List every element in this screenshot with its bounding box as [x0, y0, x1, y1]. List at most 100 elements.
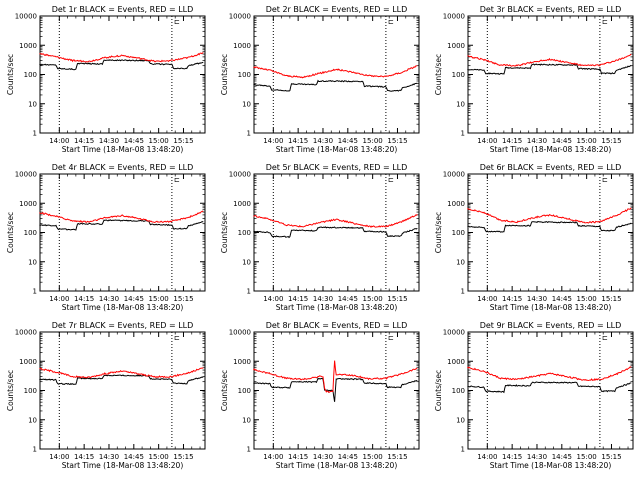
x-axis-label: Start Time (18-Mar-08 13:48:20): [490, 461, 612, 470]
top-marker-glyph: ⊏: [174, 176, 180, 184]
y-tick-label: 100: [238, 229, 251, 237]
x-tick-label: 14:15: [288, 137, 308, 145]
y-axis-label: Counts/sec: [434, 370, 443, 411]
y-tick-label: 100: [238, 387, 251, 395]
x-tick-label: 15:15: [387, 137, 407, 145]
y-axis-label: Counts/sec: [220, 212, 229, 253]
x-tick-label: 14:30: [527, 137, 547, 145]
x-tick-label: 15:00: [577, 137, 597, 145]
panel-det-7r: Det 7r BLACK = Events, RED = LLD ⊏ 1 10 100 1…: [6, 321, 206, 470]
panel-title: Det 5r BLACK = Events, RED = LLD: [266, 163, 408, 172]
x-tick-label: 14:15: [502, 453, 522, 461]
panel-det-9r: Det 9r BLACK = Events, RED = LLD ⊏ 1 10 100 1…: [434, 321, 634, 470]
x-tick-label: 14:30: [313, 453, 333, 461]
y-tick-label: 100: [238, 71, 251, 79]
y-tick-label: 1000: [447, 200, 465, 208]
plot-frame: [467, 173, 634, 292]
y-tick-label: 1000: [19, 200, 37, 208]
panel-title: Det 3r BLACK = Events, RED = LLD: [480, 5, 622, 14]
y-tick-label: 10: [242, 258, 251, 266]
y-tick-label: 10000: [443, 13, 465, 21]
y-tick-label: 10000: [443, 329, 465, 337]
x-tick-label: 14:00: [263, 137, 283, 145]
y-tick-label: 10: [28, 416, 37, 424]
panel-title: Det 9r BLACK = Events, RED = LLD: [480, 321, 622, 330]
x-axis-label: Start Time (18-Mar-08 13:48:20): [62, 461, 184, 470]
x-tick-label: 14:00: [477, 453, 497, 461]
y-axis-label: Counts/sec: [220, 370, 229, 411]
x-tick-label: 14:45: [124, 453, 144, 461]
x-tick-label: 14:15: [502, 295, 522, 303]
top-marker-glyph: ⊏: [602, 176, 608, 184]
y-tick-label: 10: [242, 416, 251, 424]
panel-det-3r: Det 3r BLACK = Events, RED = LLD ⊏ 1 10 100 1…: [434, 5, 634, 154]
y-tick-label: 100: [452, 387, 465, 395]
x-tick-label: 15:15: [173, 137, 193, 145]
x-axis-label: Start Time (18-Mar-08 13:48:20): [276, 145, 398, 154]
y-tick-label: 10000: [229, 171, 251, 179]
x-tick-label: 14:30: [313, 137, 333, 145]
panel-title: Det 7r BLACK = Events, RED = LLD: [52, 321, 194, 330]
y-tick-label: 100: [24, 71, 37, 79]
x-axis-label: Start Time (18-Mar-08 13:48:20): [62, 145, 184, 154]
x-tick-label: 15:15: [601, 453, 621, 461]
events-series-line: [39, 59, 204, 71]
y-tick-label: 100: [24, 387, 37, 395]
events-series-line: [253, 377, 418, 402]
x-tick-label: 15:15: [173, 295, 193, 303]
lld-series-line: [467, 53, 632, 67]
x-tick-label: 14:30: [313, 295, 333, 303]
x-tick-label: 15:15: [387, 295, 407, 303]
x-tick-label: 15:00: [149, 453, 169, 461]
y-tick-label: 1000: [447, 358, 465, 366]
events-series-line: [39, 219, 204, 231]
top-marker-glyph: ⊏: [602, 334, 608, 342]
x-tick-label: 14:00: [49, 295, 69, 303]
y-tick-label: 1: [247, 446, 251, 454]
y-axis-label: Counts/sec: [434, 54, 443, 95]
x-tick-label: 14:15: [74, 453, 94, 461]
y-axis-label: Counts/sec: [6, 370, 15, 411]
y-tick-label: 1: [247, 288, 251, 296]
lld-series-line: [467, 366, 632, 382]
y-tick-label: 1000: [233, 42, 251, 50]
x-tick-label: 14:30: [99, 453, 119, 461]
y-axis-label: Counts/sec: [6, 212, 15, 253]
panel-title: Det 8r BLACK = Events, RED = LLD: [266, 321, 408, 330]
x-tick-label: 14:15: [288, 295, 308, 303]
lld-series-line: [39, 367, 204, 379]
y-tick-label: 1: [33, 446, 37, 454]
top-marker-glyph: ⊏: [174, 334, 180, 342]
y-axis-label: Counts/sec: [434, 212, 443, 253]
x-tick-label: 14:45: [124, 295, 144, 303]
y-tick-label: 10000: [15, 171, 37, 179]
y-tick-label: 1: [33, 130, 37, 138]
x-tick-label: 14:45: [552, 137, 572, 145]
y-tick-label: 10: [28, 100, 37, 108]
x-tick-label: 15:00: [363, 137, 383, 145]
x-tick-label: 15:15: [387, 453, 407, 461]
x-tick-label: 14:30: [527, 453, 547, 461]
x-tick-label: 14:45: [338, 137, 358, 145]
x-tick-label: 14:00: [49, 137, 69, 145]
x-tick-label: 14:00: [477, 137, 497, 145]
lld-series-line: [253, 360, 418, 393]
x-tick-label: 15:00: [149, 295, 169, 303]
x-tick-label: 14:15: [502, 137, 522, 145]
y-tick-label: 10000: [229, 329, 251, 337]
x-tick-label: 15:15: [173, 453, 193, 461]
y-tick-label: 10: [242, 100, 251, 108]
plot-frame: [253, 331, 420, 450]
panel-det-2r: Det 2r BLACK = Events, RED = LLD ⊏ 1 10 100 1…: [220, 5, 420, 154]
x-tick-label: 14:30: [527, 295, 547, 303]
y-tick-label: 1000: [233, 200, 251, 208]
y-tick-label: 10000: [229, 13, 251, 21]
y-tick-label: 100: [24, 229, 37, 237]
x-tick-label: 14:45: [552, 295, 572, 303]
y-tick-label: 1: [461, 446, 465, 454]
x-tick-label: 14:15: [74, 295, 94, 303]
x-tick-label: 15:15: [601, 137, 621, 145]
plot-frame: [39, 331, 206, 450]
events-series-line: [467, 220, 632, 233]
